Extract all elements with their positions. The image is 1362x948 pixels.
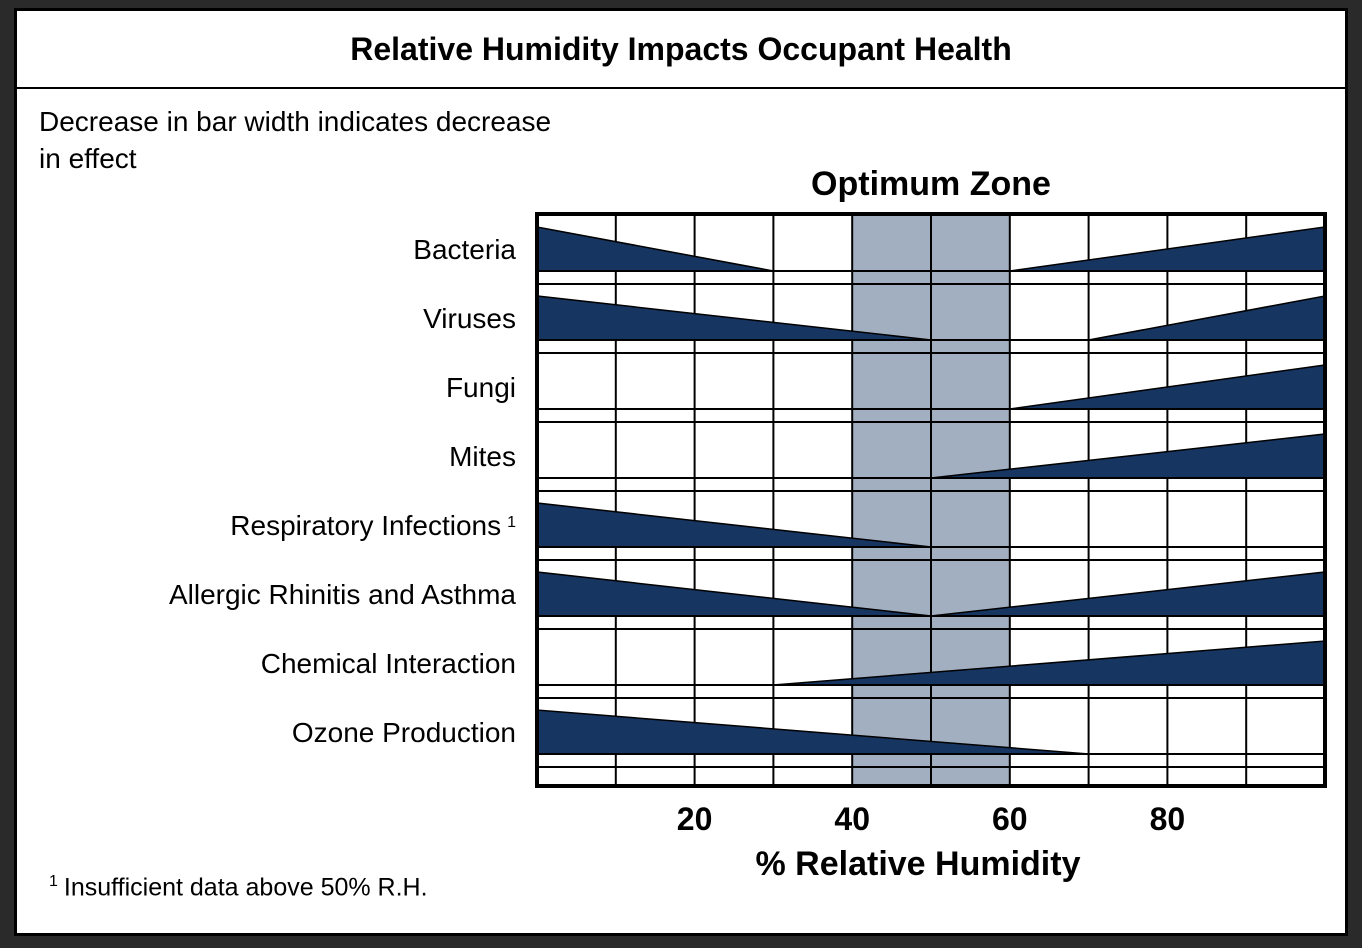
chart-title: Relative Humidity Impacts Occupant Healt… [17,11,1345,89]
category-label: Allergic Rhinitis and Asthma [169,579,516,610]
category-label: Bacteria [413,234,516,265]
x-tick-label: 80 [1150,801,1186,837]
footnote-marker: 1 [49,873,58,890]
x-tick-label: 20 [677,801,713,837]
category-label: Fungi [446,372,516,403]
footnote: 1 Insufficient data above 50% R.H. [49,873,428,902]
x-tick-label: 60 [992,801,1028,837]
category-label: Mites [449,441,516,472]
x-axis-title: % Relative Humidity [756,845,1081,883]
x-tick-label: 40 [834,801,870,837]
chart-subtitle: Decrease in bar width indicates decrease… [39,106,552,174]
plot-border [535,212,1327,788]
optimum-zone-label: Optimum Zone [811,165,1051,203]
category-label: Ozone Production [292,717,516,748]
category-label: Viruses [423,303,516,334]
category-label: Respiratory Infections 1 [230,510,516,541]
footnote-text: Insufficient data above 50% R.H. [63,873,428,902]
category-label: Chemical Interaction [261,648,516,679]
footnote-marker: 1 [507,514,516,531]
